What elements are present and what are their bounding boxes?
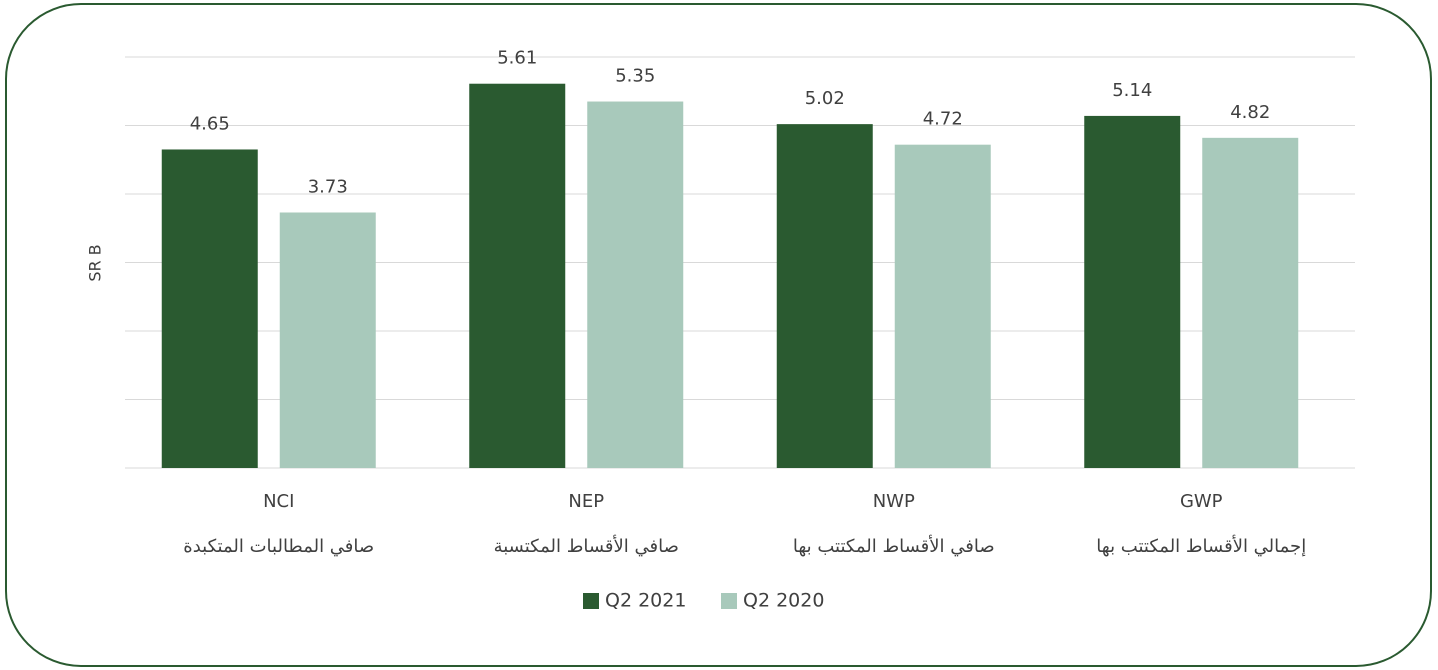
x-tick-label: صافي المطالبات المتكبدة [183, 536, 374, 557]
legend-swatch [583, 593, 599, 609]
bar [894, 144, 991, 468]
legend-label: Q2 2020 [743, 590, 824, 612]
bar [1084, 115, 1181, 468]
data-label: 5.02 [805, 88, 845, 109]
data-label: 5.61 [497, 48, 537, 69]
data-label: 4.72 [923, 109, 963, 130]
bar [161, 149, 258, 468]
bar [776, 124, 873, 468]
bar [279, 212, 376, 468]
x-tick-label: إجمالي الأقساط المكتتب بها [1096, 535, 1306, 557]
x-tick-label: GWP [1180, 491, 1223, 512]
data-label: 5.35 [615, 66, 655, 87]
bar [469, 83, 566, 468]
frame [5, 3, 1432, 667]
data-label: 3.73 [308, 176, 348, 197]
bar [587, 101, 684, 469]
bar [1202, 137, 1299, 468]
x-tick-label: NCI [263, 491, 294, 512]
x-tick-label: صافي الأقساط المكتسبة [494, 535, 679, 557]
x-tick-label: NEP [568, 491, 604, 512]
legend-label: Q2 2021 [605, 590, 686, 612]
data-label: 5.14 [1112, 80, 1152, 101]
y-axis-label: SR B [86, 244, 105, 281]
x-tick-label: NWP [873, 491, 915, 512]
x-tick-label: صافي الأقساط المكتتب بها [793, 535, 995, 557]
data-label: 4.82 [1230, 102, 1270, 123]
data-label: 4.65 [190, 113, 230, 134]
legend-swatch [721, 593, 737, 609]
